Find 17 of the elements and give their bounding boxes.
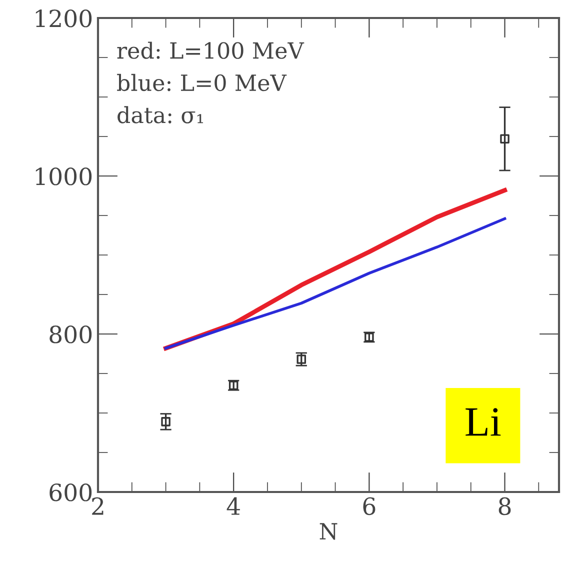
annotation: data: σ₁ (118, 106, 203, 124)
point (500, 134, 510, 144)
annotation: blue: L=0 MeV (117, 74, 287, 92)
x-tick-label: 6 (363, 497, 376, 516)
point (296, 354, 306, 364)
y-tick-label: 600 (50, 483, 92, 502)
line-series (164, 217, 506, 350)
x-axis-title: N (320, 523, 338, 540)
annotation: red: L=100 MeV (117, 42, 304, 59)
x-tick-label: 4 (226, 497, 240, 515)
y-tick-label: 1200 (36, 9, 92, 28)
y-tick-label: 1000 (36, 167, 92, 186)
x-tick-label: 8 (498, 497, 511, 516)
x-tick-label: 2 (92, 497, 104, 515)
point (161, 417, 170, 426)
y-tick-label: 800 (50, 325, 92, 344)
annotation: Li (466, 408, 501, 436)
